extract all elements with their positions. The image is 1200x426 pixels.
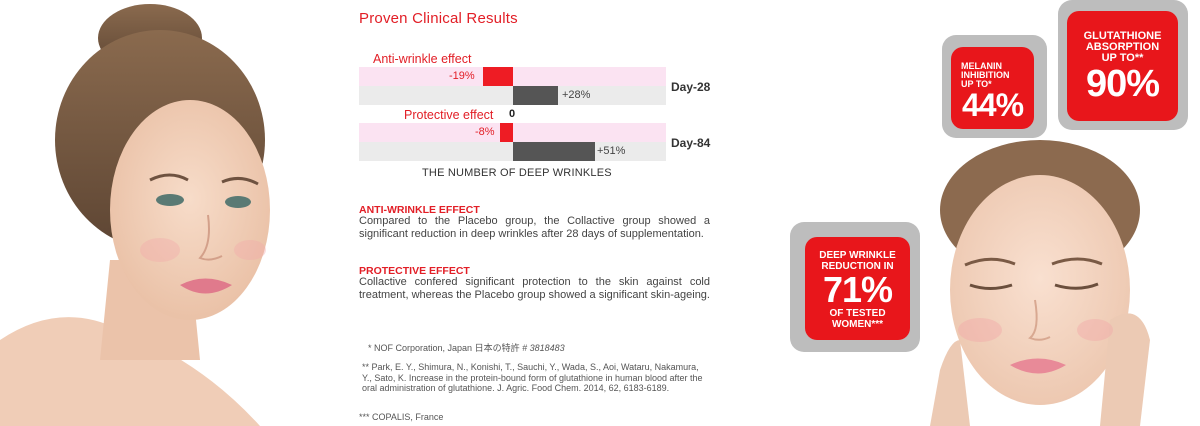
day-label-28: Day-28 [671,80,711,94]
glutathione-line1: GLUTATHIONE [1083,30,1162,42]
footnote-2: ** Park, E. Y., Shimura, N., Konishi, T.… [362,362,703,393]
glutathione-line3: UP TO** [1101,52,1144,64]
value-collactive-day84: -8% [475,126,495,138]
section-body-protective: Collactive confered significant protecti… [359,276,710,301]
wrinkle-line2: REDUCTION IN [821,261,894,272]
footnote-1: * NOF Corporation, Japan 日本の特許 # 3818483 [368,343,565,354]
day-label-84: Day-84 [671,136,711,150]
footnote-3: *** COPALIS, France [359,412,444,422]
melanin-line1: MELANIN [961,61,1002,71]
bar-collactive-day28 [482,67,513,86]
footnote-1-japanese: 日本の特許 [474,343,520,353]
group-label-anti-wrinkle: Anti-wrinkle effect [373,52,472,66]
value-placebo-day84: +51% [597,145,626,157]
wrinkle-line4: WOMEN*** [831,319,884,330]
melanin-line3: UP TO* [961,79,992,89]
wrinkle-chart: Anti-wrinkle effect -19% +28% Day-28 Pro… [359,50,739,185]
section-heading-anti-wrinkle: ANTI-WRINKLE EFFECT [359,204,480,216]
row-bg-placebo-1 [359,86,666,105]
wrinkle-line3: OF TESTED [829,308,886,319]
melanin-value: 44% [961,87,1024,123]
group-label-protective: Protective effect [404,108,494,122]
wrinkle-value: 71% [822,269,893,310]
page-title: Proven Clinical Results [359,10,518,27]
melanin-line2: INHIBITION [961,70,1010,80]
wrinkle-line1: DEEP WRINKLE [819,250,896,261]
wrinkle-badge: DEEP WRINKLE REDUCTION IN 71% OF TESTED … [805,237,910,340]
melanin-badge: MELANIN INHIBITION UP TO* 44% [951,47,1034,129]
section-heading-protective: PROTECTIVE EFFECT [359,265,470,277]
bar-placebo-day84 [513,142,595,161]
glutathione-value: 90% [1085,63,1160,105]
woman-portrait-right [840,140,1200,426]
zero-axis-label: 0 [509,108,516,120]
footnote-1-text: * NOF Corporation, Japan [368,343,475,353]
chart-caption: THE NUMBER OF DEEP WRINKLES [422,167,612,179]
glutathione-line2: ABSORPTION [1085,41,1160,53]
value-placebo-day28: +28% [562,89,591,101]
bar-placebo-day28 [513,86,558,105]
footnote-1-patent: # 3818483 [519,343,565,353]
bar-collactive-day84 [500,123,513,142]
glutathione-badge: GLUTATHIONE ABSORPTION UP TO** 90% [1067,11,1178,121]
section-body-anti-wrinkle: Compared to the Placebo group, the Colla… [359,215,710,240]
woman-portrait-left [0,0,300,426]
value-collactive-day28: -19% [449,70,475,82]
